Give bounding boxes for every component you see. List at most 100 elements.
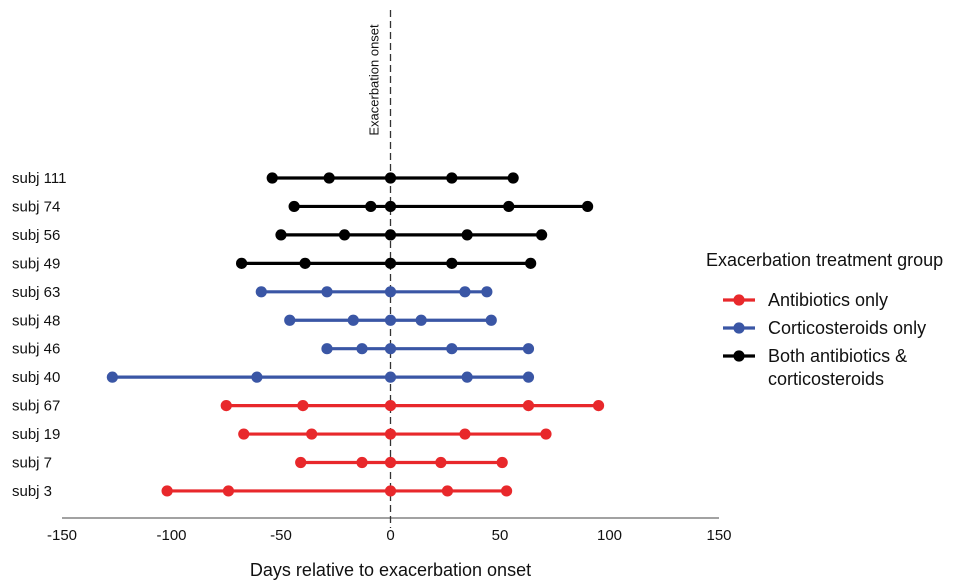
data-point: [503, 200, 515, 213]
data-point: [384, 371, 397, 383]
data-point: [356, 343, 368, 355]
series-layer: [106, 172, 605, 497]
data-point: [384, 485, 397, 497]
series-group: [161, 400, 605, 497]
legend-title: Exacerbation treatment group: [706, 250, 943, 270]
legend-swatch-dot: [733, 294, 745, 306]
data-point: [582, 200, 594, 213]
x-tick-label: -100: [156, 527, 186, 544]
subject-label: subj 49: [12, 255, 60, 272]
legend-entry: Both antibiotics & corticosteroids: [723, 346, 907, 389]
data-point: [446, 172, 458, 184]
subject-label: subj 74: [12, 198, 60, 215]
data-point: [384, 343, 397, 355]
legend-label: Antibiotics only: [768, 290, 888, 310]
data-point: [297, 400, 309, 412]
legend-swatch-dot: [733, 350, 745, 362]
data-point: [321, 343, 333, 355]
data-point: [306, 428, 318, 440]
data-point: [536, 229, 548, 241]
data-point: [255, 286, 267, 298]
data-point: [592, 400, 605, 412]
data-point: [496, 456, 508, 469]
legend-label: Corticosteroids only: [768, 318, 926, 338]
data-point: [459, 428, 471, 440]
data-point: [288, 200, 300, 213]
data-point: [347, 314, 359, 326]
data-point: [266, 172, 278, 184]
x-tick-label: 100: [597, 527, 622, 544]
data-point: [435, 456, 447, 469]
data-point: [384, 200, 397, 213]
reference-line-label: Exacerbation onset: [367, 24, 382, 136]
data-point: [384, 172, 397, 184]
data-point: [384, 456, 397, 469]
data-point: [441, 485, 454, 497]
data-point: [384, 314, 397, 326]
data-point: [106, 371, 118, 383]
subject-label: subj 48: [12, 312, 60, 329]
data-point: [446, 257, 458, 269]
subject-label: subj 56: [12, 227, 60, 244]
data-point: [235, 257, 248, 269]
data-point: [275, 229, 287, 241]
data-point: [384, 257, 397, 269]
data-point: [321, 286, 333, 298]
data-point: [220, 400, 232, 412]
data-point: [540, 428, 552, 440]
data-point: [284, 314, 296, 326]
x-tick-label: 150: [706, 527, 731, 544]
legend-entry: Antibiotics only: [723, 290, 888, 310]
data-point: [384, 400, 397, 412]
subject-label: subj 63: [12, 284, 60, 301]
data-point: [295, 456, 307, 469]
data-point: [481, 286, 493, 298]
data-point: [356, 456, 368, 469]
x-tick-label: -150: [47, 527, 77, 544]
subject-label: subj 111: [12, 170, 67, 187]
legend: Exacerbation treatment group Antibiotics…: [706, 250, 943, 389]
x-tick-label: -50: [270, 527, 292, 544]
data-point: [459, 286, 471, 298]
x-axis: -150 -100 -50 0 50 100 150: [47, 517, 732, 544]
data-point: [299, 257, 311, 269]
subject-label: subj 3: [12, 483, 52, 500]
subject-labels: subj 111 subj 74 subj 56 subj 49 subj 63 subj…: [12, 170, 67, 500]
data-point: [251, 371, 263, 383]
subject-label: subj 7: [12, 455, 52, 472]
x-tick-label: 0: [386, 527, 394, 544]
exacerbation-onset-reference: Exacerbation onset: [367, 10, 392, 528]
legend-label: corticosteroids: [768, 369, 884, 389]
data-point: [446, 343, 458, 355]
subject-label: subj 67: [12, 398, 60, 415]
data-point: [461, 229, 473, 241]
data-point: [384, 229, 397, 241]
data-point: [338, 229, 351, 241]
legend-swatch-dot: [733, 322, 745, 334]
data-point: [365, 200, 377, 213]
x-axis-title: Days relative to exacerbation onset: [250, 560, 531, 580]
subject-label: subj 19: [12, 426, 60, 443]
data-point: [500, 485, 513, 497]
subject-label: subj 46: [12, 341, 60, 358]
data-point: [238, 428, 250, 440]
data-point: [222, 485, 235, 497]
legend-entry: Corticosteroids only: [723, 318, 926, 338]
x-tick-label: 50: [492, 527, 509, 544]
data-point: [461, 371, 473, 383]
data-point: [525, 257, 537, 269]
series-group: [106, 286, 535, 383]
series-group: [235, 172, 594, 269]
data-point: [384, 428, 397, 440]
data-point: [323, 172, 335, 184]
data-point: [522, 371, 535, 383]
data-point: [415, 314, 427, 326]
data-point: [384, 286, 397, 298]
data-point: [507, 172, 519, 184]
legend-label: Both antibiotics &: [768, 346, 907, 366]
subject-label: subj 40: [12, 369, 60, 386]
data-point: [522, 343, 535, 355]
data-point: [485, 314, 497, 326]
data-point: [161, 485, 173, 497]
